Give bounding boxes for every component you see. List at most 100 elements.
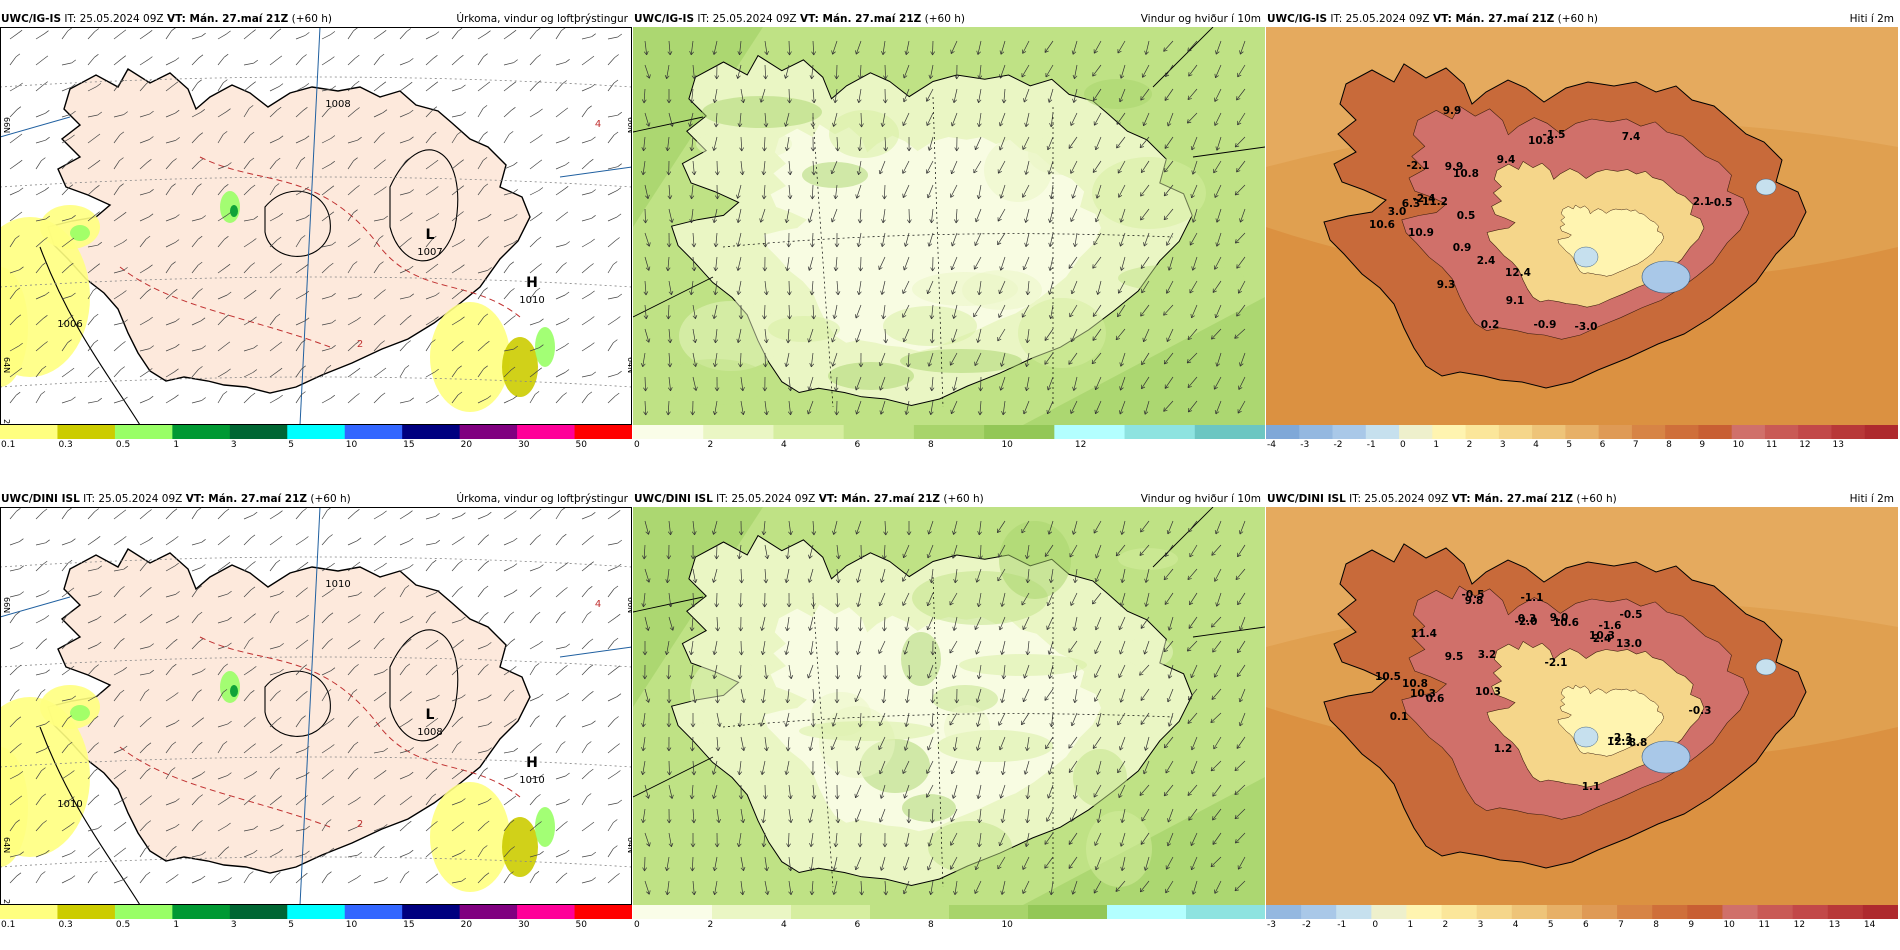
model-name: UWC/DINI ISL — [1, 493, 80, 505]
pressure-label: 1006 — [57, 319, 82, 330]
legend-tick-label: 4 — [1512, 920, 1519, 930]
legend-swatch — [574, 905, 632, 919]
temperature-value: 11.4 — [1411, 628, 1437, 640]
legend-swatch — [1299, 425, 1334, 439]
legend-swatch — [0, 905, 58, 919]
temperature-value: 9.3 — [1437, 279, 1456, 291]
temperature-value: 11.2 — [1422, 196, 1448, 208]
temperature-value: 7.4 — [1622, 131, 1641, 143]
panel-header: UWC/DINI ISL IT: 25.05.2024 09Z VT: Mán.… — [0, 491, 632, 507]
pressure-label: 4 — [595, 599, 601, 610]
legend-swatch — [791, 905, 871, 919]
legend-tick-label: 3 — [1477, 920, 1484, 930]
temperature-value: 10.3 — [1410, 688, 1436, 700]
legend-tick-label: 3 — [230, 920, 237, 930]
temperature-value: -0.3 — [1689, 705, 1712, 717]
legend-swatch — [1757, 905, 1794, 919]
issue-time: IT: 25.05.2024 09Z — [79, 493, 186, 505]
temperature-value: 12.2 — [1607, 736, 1633, 748]
lead-time: (+60 h) — [288, 13, 332, 25]
temperature-value: 10.3 — [1475, 686, 1501, 698]
legend-swatch — [1186, 905, 1265, 919]
legend-labels: 0.1 0.3 0.5 1 3 5 10 15 20 30 50 — [0, 919, 632, 931]
legend-swatch — [1266, 425, 1300, 439]
legend-tick-label: 2 — [707, 920, 714, 930]
legend-swatch — [1124, 425, 1196, 439]
panel-header: UWC/DINI ISL IT: 25.05.2024 09Z VT: Mán.… — [1266, 491, 1898, 507]
legend-tick-label: -2 — [1302, 920, 1312, 930]
panel-header: UWC/IG-IS IT: 25.05.2024 09Z VT: Mán. 27… — [633, 11, 1265, 27]
temperature-value: 0.1 — [1390, 711, 1409, 723]
legend-swatch — [1194, 425, 1265, 439]
legend-tick-label: 0.1 — [1, 440, 16, 450]
forecast-panel-temp: UWC/IG-IS IT: 25.05.2024 09Z VT: Mán. 27… — [1266, 11, 1898, 469]
legend-colorbar — [633, 425, 1265, 439]
legend-tick-label: 0 — [634, 440, 640, 450]
legend-tick-label: 0 — [634, 920, 640, 930]
legend-tick-label: 0.1 — [1, 920, 16, 930]
lead-time: (+60 h) — [1554, 13, 1598, 25]
legend-tick-label: 2 — [707, 440, 714, 450]
panel-header: UWC/IG-IS IT: 25.05.2024 09Z VT: Mán. 27… — [0, 11, 632, 27]
legend-tick-label: 10 — [1001, 440, 1013, 450]
temperature-value: 0.3 — [1518, 613, 1537, 625]
legend-swatch — [344, 905, 403, 919]
temperature-value: 9.9 — [1443, 105, 1462, 117]
legend-swatch — [1731, 425, 1766, 439]
temperature-value: 2.1 — [1693, 196, 1712, 208]
legend-tick-label: 3 — [230, 440, 237, 450]
temperature-value: -0.9 — [1534, 319, 1557, 331]
legend-swatch — [1441, 905, 1478, 919]
forecast-panel-wind: UWC/DINI ISL IT: 25.05.2024 09Z VT: Mán.… — [633, 491, 1265, 949]
temperature-value: -0.5 — [1620, 609, 1643, 621]
legend-swatch — [1864, 425, 1898, 439]
temperature-value: 10.8 — [1402, 678, 1428, 690]
legend-swatch — [870, 905, 950, 919]
legend-tick-label: 20 — [460, 920, 473, 930]
pressure-label: 1007 — [417, 247, 442, 258]
legend-swatch — [1365, 425, 1400, 439]
map-precip: 1010 L 1008 H 1010 1010 4 2 66N 64N 66N 64N 25W — [0, 507, 632, 905]
temperature-value: -1.1 — [1521, 592, 1544, 604]
model-name: UWC/DINI ISL — [634, 493, 713, 505]
model-name: UWC/IG-IS — [634, 13, 695, 25]
forecast-panel-precip: UWC/IG-IS IT: 25.05.2024 09Z VT: Mán. 27… — [0, 11, 632, 469]
temperature-value: 10.3 — [1589, 630, 1615, 642]
pressure-label: 1008 — [325, 99, 350, 110]
legend-swatch — [229, 425, 288, 439]
legend-tick-label: 8 — [1666, 440, 1672, 450]
legend-swatch — [984, 425, 1055, 439]
legend-swatch — [1687, 905, 1723, 919]
legend-swatch — [287, 905, 346, 919]
legend-swatch — [1371, 905, 1407, 919]
legend-swatch — [1792, 905, 1829, 919]
latitude-label: 25W — [2, 899, 11, 905]
legend-tick-label: 0.3 — [58, 440, 73, 450]
temperature-value: -2.4 — [1413, 193, 1436, 205]
legend-labels: -3 -2 -1 0 1 2 3 4 5 6 7 8 9 10 11 12 13 14 — [1266, 919, 1898, 931]
legend-swatch — [1107, 905, 1187, 919]
legend-tick-label: 3 — [1499, 440, 1506, 450]
legend-tick-label: 6 — [854, 440, 861, 450]
temperature-value: 0.2 — [1481, 319, 1500, 331]
temperature-value: -0.5 — [1462, 589, 1485, 601]
temperature-value: 10.6 — [1553, 617, 1579, 629]
legend-tick-label: 15 — [403, 920, 415, 930]
pressure-label: H — [526, 755, 538, 771]
pressure-label: 1010 — [519, 775, 544, 786]
pressure-label: H — [526, 275, 538, 291]
temperature-value: 8.8 — [1629, 737, 1648, 749]
legend-tick-label: 30 — [518, 440, 530, 450]
legend-swatch — [1565, 425, 1600, 439]
temperature-value: 10.8 — [1453, 168, 1479, 180]
legend-tick-label: 4 — [1533, 440, 1539, 450]
legend-tick-label: 1 — [173, 920, 180, 930]
legend-tick-label: 0.5 — [115, 920, 131, 930]
temperature-value: 10.6 — [1369, 219, 1395, 231]
legend-swatch — [574, 425, 632, 439]
temperature-value: -1.5 — [1543, 129, 1566, 141]
legend-swatch — [1798, 425, 1832, 439]
map-temp: 0.1 9.8 9.5 10.3 -1.6 8.8 11.4 10.6 12.2 13.0 3.2 2… — [1266, 507, 1898, 905]
latitude-label: 66N — [2, 597, 11, 613]
legend-tick-label: 6 — [1583, 920, 1589, 930]
